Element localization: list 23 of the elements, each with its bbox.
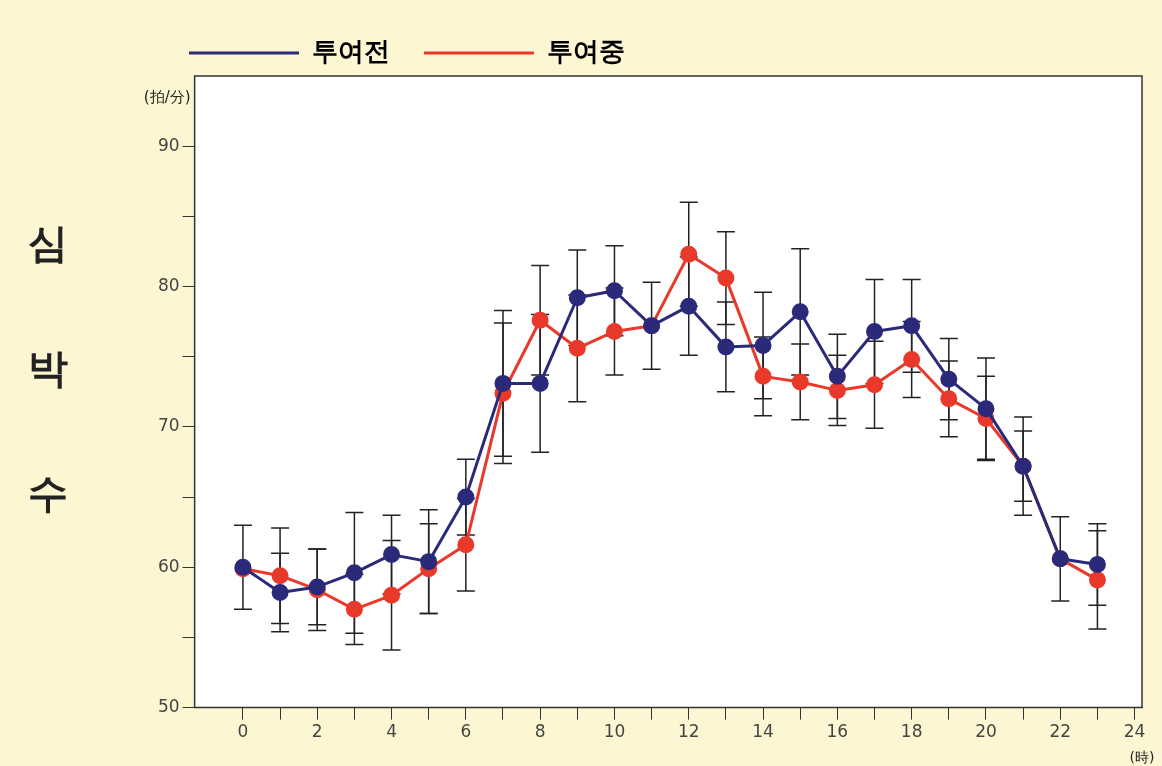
- y-tick-label: 80: [157, 274, 180, 295]
- x-tick-label: 6: [460, 721, 472, 742]
- x-tick-label: 4: [386, 721, 397, 742]
- x-tick-label: 16: [826, 721, 849, 742]
- y-tick-label: 50: [157, 696, 180, 717]
- x-tick-label: 24: [1123, 721, 1146, 742]
- legend-label: 투여중: [547, 35, 625, 66]
- x-tick-label: 12: [677, 721, 700, 742]
- x-tick-label: 22: [1049, 721, 1072, 742]
- x-tick-label: 0: [237, 721, 249, 742]
- x-tick-label: 2: [311, 721, 323, 742]
- x-tick-label: 18: [900, 721, 923, 742]
- x-tick-label: 8: [534, 721, 546, 742]
- x-tick-label: 20: [975, 721, 997, 742]
- y-tick-label: 90: [157, 134, 180, 155]
- text: (拍/分): [143, 88, 191, 107]
- legend-label: 투여전: [312, 35, 390, 66]
- y-tick-label: 60: [157, 555, 180, 576]
- y-tick-label: 70: [157, 415, 180, 436]
- x-axis-title: (時): [1129, 749, 1155, 766]
- x-tick-label: 10: [603, 721, 626, 742]
- text: 심박수: [28, 220, 68, 517]
- x-tick-label: 14: [752, 721, 774, 742]
